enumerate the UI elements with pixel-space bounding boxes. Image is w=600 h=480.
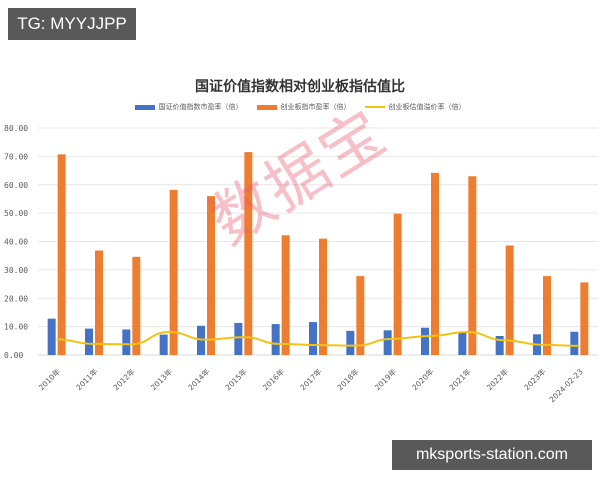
bar-gem-pe — [505, 245, 514, 355]
bar-gem-pe — [244, 152, 253, 355]
bar-gem-pe — [431, 172, 439, 355]
bar-value-pe — [47, 318, 56, 355]
bar-value-pe — [122, 329, 131, 355]
y-tick-label: 80.00 — [4, 124, 28, 133]
legend-item-value-pe: 国证价值指数市盈率（倍） — [134, 102, 243, 112]
x-tick-label: 2012年 — [111, 366, 137, 392]
line-premium — [56, 331, 580, 347]
bar-gem-pe — [169, 189, 178, 355]
bar-value-pe — [309, 322, 317, 355]
legend-swatch-orange — [256, 104, 277, 110]
bar-value-pe — [495, 335, 504, 355]
x-tick-label: 2024-02-23 — [548, 367, 585, 404]
bar-value-pe — [271, 324, 280, 355]
y-tick-label: 40.00 — [4, 238, 28, 247]
legend-swatch-yellow-line — [364, 106, 385, 108]
x-tick-label: 2010年 — [36, 366, 62, 392]
x-tick-label: 2021年 — [447, 366, 473, 392]
chart-title: 国证价值指数相对创业板指估值比 — [195, 79, 405, 95]
legend-label: 国证价值指数市盈率（倍） — [158, 103, 243, 111]
y-tick-label: 30.00 — [4, 266, 28, 275]
legend-label: 创业板指市盈率（倍） — [280, 103, 351, 111]
bar-gem-pe — [207, 196, 215, 355]
chart-legend: 国证价值指数市盈率（倍） 创业板指市盈率（倍） 创业板估值溢价率（倍） — [0, 102, 600, 112]
x-tick-label: 2023年 — [522, 366, 548, 392]
site-badge: mksports-station.com — [392, 440, 592, 470]
x-tick-label: 2018年 — [335, 366, 361, 392]
x-tick-label: 2022年 — [484, 366, 510, 392]
bar-gem-pe — [580, 282, 589, 355]
legend-item-premium: 创业板估值溢价率（倍） — [364, 102, 466, 112]
bar-gem-pe — [543, 276, 551, 355]
bar-gem-pe — [95, 250, 103, 355]
legend-swatch-blue — [134, 104, 155, 110]
bar-value-pe — [346, 330, 355, 355]
bar-gem-pe — [281, 235, 290, 355]
telegram-badge: TG: MYYJJPP — [8, 8, 136, 40]
bar-gem-pe — [468, 176, 477, 355]
bar-gem-pe — [319, 238, 327, 355]
bar-value-pe — [85, 328, 93, 355]
x-tick-label: 2019年 — [372, 366, 398, 392]
x-tick-label: 2015年 — [223, 366, 249, 392]
bar-value-pe — [159, 334, 168, 355]
bar-gem-pe — [132, 256, 141, 355]
x-tick-label: 2011年 — [74, 366, 100, 392]
x-tick-label: 2016年 — [260, 366, 286, 392]
y-tick-label: 0.00 — [4, 351, 23, 360]
legend-label: 创业板估值溢价率（倍） — [388, 103, 466, 111]
bar-value-pe — [458, 332, 467, 355]
x-tick-label: 2017年 — [298, 366, 324, 392]
bar-gem-pe — [57, 154, 66, 355]
y-tick-label: 70.00 — [4, 152, 28, 161]
bar-value-pe — [570, 331, 579, 355]
bar-gem-pe — [356, 276, 365, 355]
x-tick-label: 2020年 — [410, 366, 436, 392]
bar-value-pe — [234, 322, 243, 355]
y-tick-label: 10.00 — [4, 323, 28, 332]
bar-gem-pe — [393, 213, 402, 355]
y-tick-label: 60.00 — [4, 181, 28, 190]
legend-item-gem-pe: 创业板指市盈率（倍） — [256, 102, 351, 112]
y-tick-label: 20.00 — [4, 294, 28, 303]
y-tick-label: 50.00 — [4, 209, 28, 218]
bar-value-pe — [421, 327, 429, 355]
bar-value-pe — [383, 330, 392, 355]
x-tick-label: 2014年 — [186, 366, 212, 392]
x-tick-label: 2013年 — [148, 366, 174, 392]
